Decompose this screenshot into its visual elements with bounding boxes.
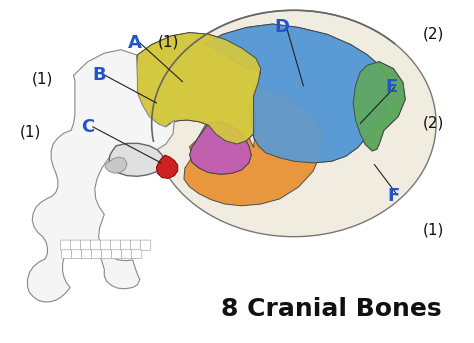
Polygon shape [353, 62, 405, 151]
Text: (2): (2) [423, 27, 445, 42]
FancyBboxPatch shape [100, 240, 111, 250]
FancyBboxPatch shape [101, 250, 112, 259]
FancyBboxPatch shape [91, 240, 101, 250]
Text: 8 Cranial Bones: 8 Cranial Bones [221, 297, 442, 321]
Polygon shape [190, 122, 251, 174]
Polygon shape [184, 82, 322, 206]
Polygon shape [156, 155, 178, 178]
FancyBboxPatch shape [110, 240, 121, 250]
FancyBboxPatch shape [82, 250, 92, 259]
Text: D: D [274, 19, 290, 36]
Polygon shape [190, 122, 251, 174]
Text: (1): (1) [20, 125, 42, 140]
Polygon shape [204, 24, 389, 163]
Text: (1): (1) [32, 71, 54, 86]
FancyBboxPatch shape [120, 240, 131, 250]
Polygon shape [353, 62, 405, 151]
FancyBboxPatch shape [130, 240, 141, 250]
Text: (2): (2) [423, 116, 445, 131]
Polygon shape [204, 24, 389, 163]
Polygon shape [105, 157, 127, 173]
FancyBboxPatch shape [91, 250, 102, 259]
Polygon shape [152, 10, 436, 237]
FancyBboxPatch shape [72, 250, 82, 259]
Polygon shape [109, 143, 164, 176]
Polygon shape [135, 33, 261, 144]
FancyBboxPatch shape [131, 250, 142, 259]
Text: A: A [128, 34, 142, 52]
Text: C: C [81, 118, 94, 136]
FancyBboxPatch shape [61, 240, 71, 250]
Text: F: F [387, 187, 400, 204]
FancyBboxPatch shape [140, 240, 151, 250]
Polygon shape [27, 50, 174, 302]
Text: (1): (1) [423, 222, 445, 237]
Text: (1): (1) [157, 34, 179, 49]
Text: B: B [93, 67, 106, 84]
Polygon shape [135, 33, 261, 144]
FancyBboxPatch shape [62, 250, 72, 259]
FancyBboxPatch shape [81, 240, 91, 250]
Text: E: E [385, 79, 397, 96]
FancyBboxPatch shape [121, 250, 132, 259]
FancyBboxPatch shape [71, 240, 81, 250]
FancyBboxPatch shape [111, 250, 122, 259]
